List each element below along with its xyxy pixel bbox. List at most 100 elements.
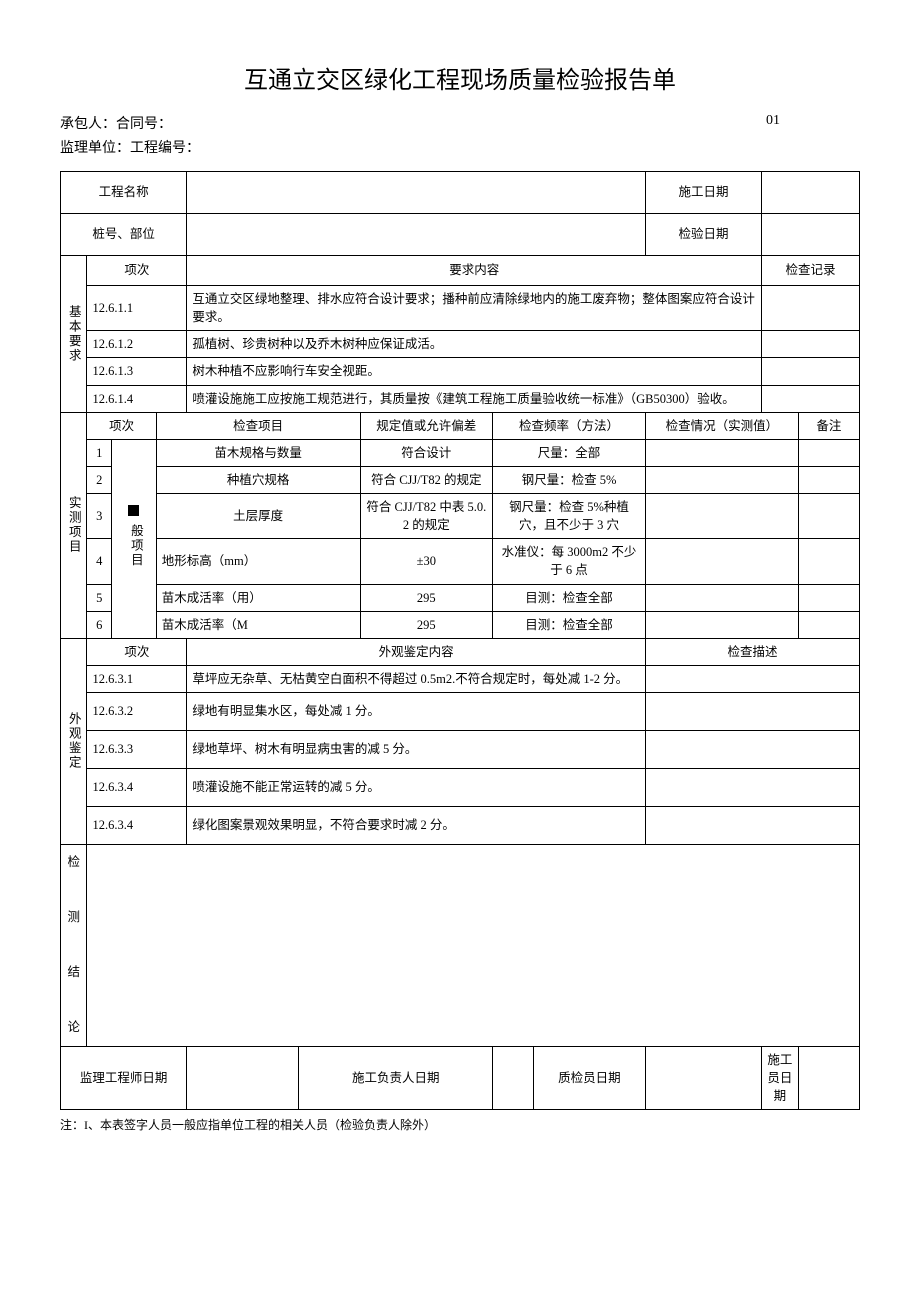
basic-row-1-no: 12.6.1.2 — [87, 331, 187, 358]
measured-row-5-item: 苗木成活率（M — [156, 611, 360, 638]
measured-row-2-item: 土层厚度 — [156, 494, 360, 539]
appearance-row-1-desc[interactable] — [645, 693, 859, 731]
measured-group-label: 般项目 — [111, 439, 156, 638]
appearance-row-0-content: 草坪应无杂草、无枯黄空白面积不得超过 0.5m2.不符合规定时，每处减 1-2 … — [187, 665, 646, 692]
project-name-value[interactable] — [187, 172, 646, 214]
basic-row-0-record[interactable] — [762, 286, 860, 331]
meta-line-2: 监理单位：工程编号： — [60, 137, 860, 157]
appearance-row-2-desc[interactable] — [645, 731, 859, 769]
contractor-label: 承包人：合同号： — [60, 113, 172, 133]
basic-row-0-no: 12.6.1.1 — [87, 286, 187, 331]
measured-row-1-spec: 符合 CJJ/T82 的规定 — [360, 466, 492, 493]
appearance-section-label: 外观鉴定 — [61, 638, 87, 844]
appearance-col-content: 外观鉴定内容 — [187, 638, 646, 665]
supervisor-label: 监理单位：工程编号： — [60, 137, 200, 157]
measured-row-1-item: 种植穴规格 — [156, 466, 360, 493]
sig-supervisor-label: 监理工程师日期 — [61, 1046, 187, 1109]
basic-row-3-content: 喷灌设施施工应按施工规范进行，其质量按《建筑工程施工质量验收统一标准》（GB50… — [187, 385, 762, 412]
measured-row-5-spec: 295 — [360, 611, 492, 638]
appearance-row-0-no: 12.6.3.1 — [87, 665, 187, 692]
measured-row-5-remark[interactable] — [798, 611, 859, 638]
measured-row-3-n: 4 — [87, 539, 111, 584]
measured-row-4-item: 苗木成活率（用） — [156, 584, 360, 611]
construction-date-value[interactable] — [762, 172, 860, 214]
conclusion-value[interactable] — [87, 845, 860, 1047]
measured-row-1-result[interactable] — [645, 466, 798, 493]
measured-col-spec: 规定值或允许偏差 — [360, 412, 492, 439]
appearance-row-3-content: 喷灌设施不能正常运转的减 5 分。 — [187, 769, 646, 807]
measured-col-freq: 检查频率（方法） — [493, 412, 646, 439]
appearance-row-0-desc[interactable] — [645, 665, 859, 692]
measured-row-0-n: 1 — [87, 439, 111, 466]
appearance-col-desc: 检查描述 — [645, 638, 859, 665]
measured-row-4-result[interactable] — [645, 584, 798, 611]
report-table: 工程名称 施工日期 桩号、部位 检验日期 基本要求 项次 要求内容 检查记录 1… — [60, 171, 860, 1110]
basic-row-3-no: 12.6.1.4 — [87, 385, 187, 412]
measured-row-4-remark[interactable] — [798, 584, 859, 611]
measured-row-2-freq: 钢尺量：检查 5%种植穴，且不少于 3 穴 — [493, 494, 646, 539]
measured-row-3-remark[interactable] — [798, 539, 859, 584]
contract-seq: 01 — [766, 113, 860, 133]
measured-row-0-freq: 尺量：全部 — [493, 439, 646, 466]
black-square-icon — [128, 505, 139, 516]
measured-row-0-item: 苗木规格与数量 — [156, 439, 360, 466]
sig-leader-label: 施工负责人日期 — [299, 1046, 493, 1109]
appearance-row-4-desc[interactable] — [645, 807, 859, 845]
inspection-date-label: 检验日期 — [645, 214, 761, 256]
basic-section-label: 基本要求 — [61, 256, 87, 413]
measured-row-3-freq: 水准仪：每 3000m2 不少于 6 点 — [493, 539, 646, 584]
measured-row-5-result[interactable] — [645, 611, 798, 638]
conclusion-label: 检 测 结 论 — [61, 845, 87, 1047]
construction-date-label: 施工日期 — [645, 172, 761, 214]
measured-row-2-n: 3 — [87, 494, 111, 539]
measured-row-2-spec: 符合 CJJ/T82 中表 5.0.2 的规定 — [360, 494, 492, 539]
measured-col-result: 检查情况（实测值） — [645, 412, 798, 439]
basic-row-2-record[interactable] — [762, 358, 860, 385]
inspection-date-value[interactable] — [762, 214, 860, 256]
appearance-row-4-content: 绿化图案景观效果明显，不符合要求时减 2 分。 — [187, 807, 646, 845]
measured-row-3-item: 地形标高（mm） — [156, 539, 360, 584]
footnote: 注：I、本表签字人员一般应指单位工程的相关人员（检验负责人除外） — [60, 1116, 860, 1133]
measured-row-4-n: 5 — [87, 584, 111, 611]
basic-col-content: 要求内容 — [187, 256, 762, 286]
sig-qc-value[interactable] — [645, 1046, 761, 1109]
station-value[interactable] — [187, 214, 646, 256]
measured-row-3-result[interactable] — [645, 539, 798, 584]
measured-col-checkitem: 检查项目 — [156, 412, 360, 439]
basic-row-3-record[interactable] — [762, 385, 860, 412]
appearance-row-1-no: 12.6.3.2 — [87, 693, 187, 731]
appearance-row-2-content: 绿地草坪、树木有明显病虫害的减 5 分。 — [187, 731, 646, 769]
appearance-row-3-desc[interactable] — [645, 769, 859, 807]
measured-row-5-freq: 目测：检查全部 — [493, 611, 646, 638]
sig-worker-value[interactable] — [798, 1046, 859, 1109]
measured-row-1-freq: 钢尺量：检查 5% — [493, 466, 646, 493]
sig-worker-label: 施工员日期 — [762, 1046, 799, 1109]
measured-row-0-spec: 符合设计 — [360, 439, 492, 466]
measured-row-0-remark[interactable] — [798, 439, 859, 466]
appearance-row-4-no: 12.6.3.4 — [87, 807, 187, 845]
appearance-row-2-no: 12.6.3.3 — [87, 731, 187, 769]
measured-row-2-result[interactable] — [645, 494, 798, 539]
measured-row-2-remark[interactable] — [798, 494, 859, 539]
measured-col-remark: 备注 — [798, 412, 859, 439]
measured-col-itemno: 项次 — [87, 412, 156, 439]
measured-row-3-spec: ±30 — [360, 539, 492, 584]
basic-row-2-content: 树木种植不应影响行车安全视距。 — [187, 358, 762, 385]
basic-row-0-content: 互通立交区绿地整理、排水应符合设计要求；播种前应清除绿地内的施工废弃物；整体图案… — [187, 286, 762, 331]
basic-row-2-no: 12.6.1.3 — [87, 358, 187, 385]
basic-row-1-record[interactable] — [762, 331, 860, 358]
page-title: 互通立交区绿化工程现场质量检验报告单 — [60, 60, 860, 95]
measured-row-0-result[interactable] — [645, 439, 798, 466]
measured-row-1-remark[interactable] — [798, 466, 859, 493]
meta-line-1: 承包人：合同号： 01 — [60, 113, 860, 133]
project-name-label: 工程名称 — [61, 172, 187, 214]
measured-row-1-n: 2 — [87, 466, 111, 493]
sig-supervisor-value[interactable] — [187, 1046, 299, 1109]
measured-row-5-n: 6 — [87, 611, 111, 638]
basic-col-record: 检查记录 — [762, 256, 860, 286]
basic-col-item: 项次 — [87, 256, 187, 286]
basic-row-1-content: 孤植树、珍贵树种以及乔木树种应保证成活。 — [187, 331, 762, 358]
sig-qc-label: 质检员日期 — [533, 1046, 645, 1109]
sig-leader-value[interactable] — [493, 1046, 534, 1109]
appearance-row-1-content: 绿地有明显集水区，每处减 1 分。 — [187, 693, 646, 731]
